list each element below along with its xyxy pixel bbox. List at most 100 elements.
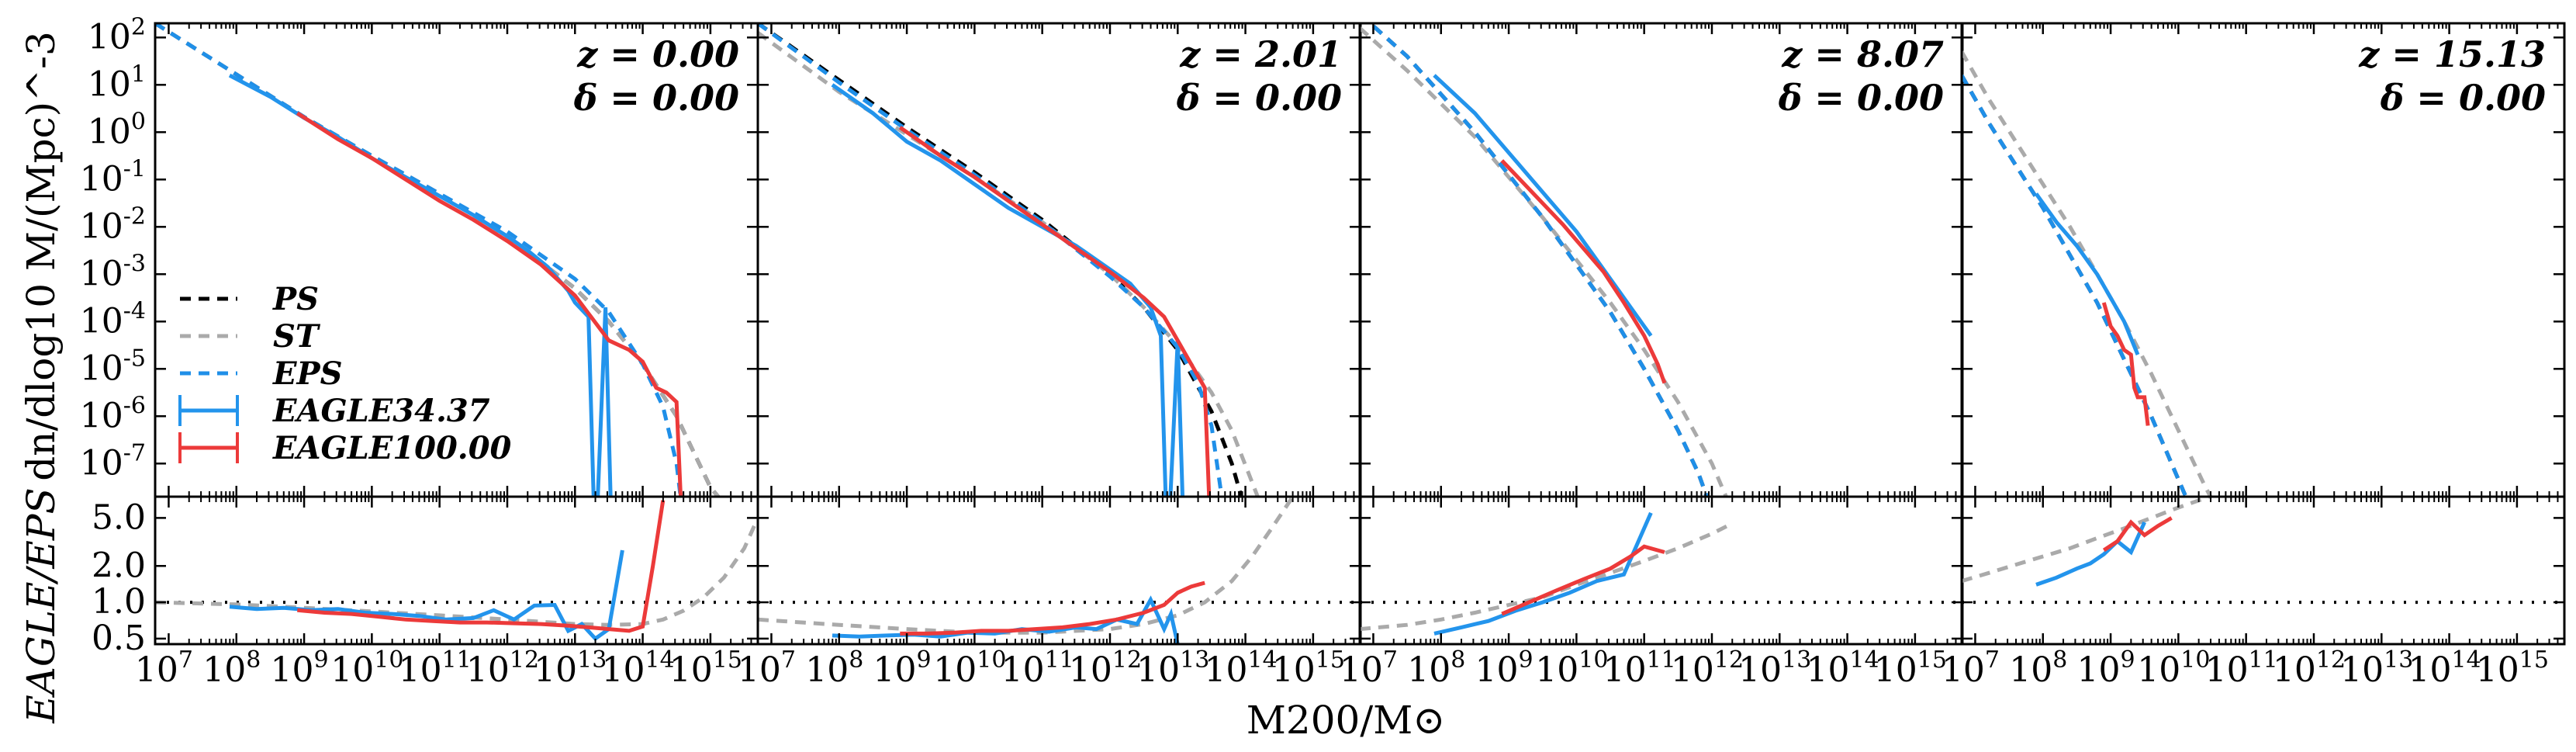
y-tick-label: 10-4 <box>80 297 146 341</box>
legend-label: EAGLE34.37 <box>272 393 490 429</box>
x-tick-label: 1011 <box>1603 646 1676 690</box>
x-tick-label: 1011 <box>1001 646 1074 690</box>
y-tick-label: 10-3 <box>80 250 146 293</box>
overdensity-label: δ = 0.00 <box>1176 77 1342 119</box>
x-tick-label: 107 <box>738 646 796 690</box>
y-tick-label: 10-5 <box>80 345 146 388</box>
y-axis-label-top: dn/dlog10 M/(Mpc)^-3 <box>19 31 64 481</box>
series-eps <box>1962 74 2188 497</box>
x-tick-label: 109 <box>271 646 329 690</box>
series-eagle100-00 <box>1500 159 1667 384</box>
ratio-eagle100-00 <box>2102 516 2173 553</box>
legend-label: PS <box>272 281 319 317</box>
legend-item-eps: EPS <box>180 355 342 392</box>
series-st <box>1962 50 2213 497</box>
x-tick-label: 1010 <box>2137 646 2210 690</box>
ratio-y-tick-label: 1.0 <box>92 582 146 622</box>
redshift-label: z = 2.01 <box>1179 33 1342 75</box>
x-tick-label: 1010 <box>330 646 403 690</box>
legend-label: ST <box>273 318 321 355</box>
y-axis-label-bottom: EAGLE/EPS <box>19 487 64 724</box>
x-axis-label: M200/M⊙ <box>1247 698 1446 743</box>
series-ps <box>1367 23 1710 497</box>
ratio-st-eps <box>1360 522 1734 632</box>
series-eagle100-00 <box>296 111 683 497</box>
x-tick-label: 1015 <box>1272 646 1345 690</box>
x-tick-label: 107 <box>1340 646 1398 690</box>
x-tick-label: 1014 <box>1204 646 1277 690</box>
ratio-eagle100-00 <box>900 580 1205 636</box>
ratio-y-tick-label: 0.5 <box>92 619 146 658</box>
series-eagle34-37 <box>2034 192 2140 355</box>
y-tick-label: 102 <box>88 13 146 57</box>
ratio-y-tick-label: 5.0 <box>92 497 146 537</box>
y-tick-label: 100 <box>88 108 146 151</box>
x-tick-label: 109 <box>873 646 932 690</box>
y-tick-label: 10-1 <box>80 155 146 199</box>
x-tick-label: 1014 <box>2408 646 2481 690</box>
panel-frame-bottom <box>1358 495 1964 646</box>
panel-1: 107 108 109 1010101110121013101410151021011… <box>80 13 759 690</box>
series-eagle100-00 <box>898 126 1212 497</box>
ratio-st-eps <box>758 497 1295 635</box>
y-tick-label: 10-2 <box>80 203 146 246</box>
x-tick-label: 1014 <box>601 646 674 690</box>
redshift-label: z = 8.07 <box>1781 33 1944 75</box>
legend-item-ps: PS <box>180 281 319 317</box>
x-tick-label: 108 <box>1407 646 1465 690</box>
overdensity-label: δ = 0.00 <box>2380 77 2546 119</box>
x-tick-label: 1012 <box>2273 646 2346 690</box>
series-eps <box>758 23 1224 497</box>
x-tick-label: 1014 <box>1806 646 1879 690</box>
panel-frame-bottom <box>756 495 1362 646</box>
x-tick-label: 1015 <box>2476 646 2549 690</box>
x-tick-label: 109 <box>2077 646 2135 690</box>
x-tick-label: 1010 <box>1535 646 1608 690</box>
overdensity-label: δ = 0.00 <box>573 77 739 119</box>
series-ps <box>1962 74 2188 497</box>
x-tick-label: 1012 <box>1069 646 1142 690</box>
x-tick-label: 1013 <box>2340 646 2413 690</box>
redshift-label: z = 15.13 <box>2358 33 2546 75</box>
ratio-y-tick-label: 2.0 <box>92 546 146 585</box>
legend-label: EPS <box>272 355 342 392</box>
series-eagle34-37 <box>1433 74 1653 338</box>
x-tick-label: 1013 <box>534 646 607 690</box>
redshift-label: z = 0.00 <box>576 33 739 75</box>
x-tick-label: 1013 <box>1136 646 1209 690</box>
legend-item-eagle34-37: EAGLE34.37 <box>178 393 490 429</box>
legend-label: EAGLE100.00 <box>272 430 512 466</box>
ratio-eagle34-37 <box>832 595 1180 644</box>
x-tick-label: 1011 <box>2205 646 2278 690</box>
x-tick-label: 1013 <box>1738 646 1811 690</box>
x-tick-label: 108 <box>805 646 863 690</box>
ratio-eagle34-37 <box>1433 511 1653 636</box>
series-st <box>1360 26 1729 497</box>
y-tick-label: 10-7 <box>80 439 146 483</box>
ratio-st-eps <box>1962 497 2215 584</box>
x-tick-label: 1012 <box>1671 646 1744 690</box>
series-eps <box>155 23 683 497</box>
ratio-eagle100-00 <box>297 500 666 633</box>
overdensity-label: δ = 0.00 <box>1778 77 1944 119</box>
x-tick-label: 1011 <box>399 646 472 690</box>
x-tick-label: 1015 <box>669 646 742 690</box>
series-eagle100-00 <box>2101 302 2150 426</box>
x-tick-label: 108 <box>202 646 261 690</box>
legend-item-st: ST <box>180 318 321 355</box>
legend-item-eagle100-00: EAGLE100.00 <box>178 430 512 466</box>
ratio-eagle34-37 <box>2035 521 2146 587</box>
panel-frame-bottom <box>1960 495 2566 646</box>
y-tick-label: 10-6 <box>80 392 146 435</box>
x-tick-label: 1010 <box>933 646 1006 690</box>
x-tick-label: 1012 <box>466 646 539 690</box>
series-eagle34-37 <box>831 83 1185 497</box>
y-tick-label: 101 <box>88 61 146 104</box>
ratio-eagle100-00 <box>1501 544 1665 616</box>
x-tick-label: 109 <box>1475 646 1533 690</box>
